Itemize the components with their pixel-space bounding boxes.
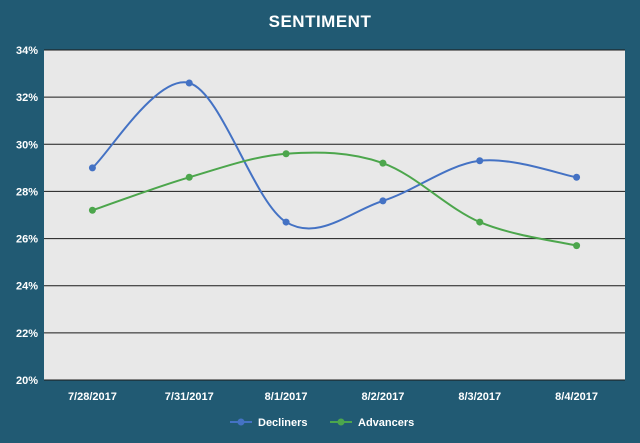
y-tick-label: 30% [16,139,38,151]
decliners-point [476,157,484,165]
legend: Decliners Advancers [230,417,414,429]
chart-title: SENTIMENT [268,12,372,31]
advancers-point [185,173,193,181]
y-tick-label: 20% [16,375,38,387]
advancers-point [573,242,581,250]
x-tick-label: 7/28/2017 [68,391,117,403]
legend-item-advancers: Advancers [330,417,414,429]
legend-label: Decliners [258,417,308,429]
y-tick-label: 34% [16,45,38,57]
legend-marker [237,418,245,426]
y-tick-label: 24% [16,281,38,293]
y-tick-label: 32% [16,92,38,104]
legend-label: Advancers [358,417,414,429]
decliners-point [282,218,290,226]
x-tick-label: 8/3/2017 [458,391,501,403]
x-tick-label: 8/1/2017 [265,391,308,403]
advancers-point [476,218,484,226]
x-tick-label: 8/2/2017 [362,391,405,403]
advancers-series [88,150,581,250]
y-tick-label: 26% [16,234,38,246]
legend-item-decliners: Decliners [230,417,308,429]
decliners-point [185,79,193,87]
grid-lines [44,49,625,381]
x-tick-label: 7/31/2017 [165,391,214,403]
legend-marker [337,418,345,426]
advancers-point [379,159,387,167]
decliners-point [88,164,96,172]
advancers-point [88,206,96,214]
x-axis-ticks: 7/28/2017 7/31/2017 8/1/2017 8/2/2017 8/3/20… [68,391,598,403]
advancers-point [282,150,290,158]
x-tick-label: 8/4/2017 [555,391,598,403]
advancers-line [92,151,577,247]
series-layer [88,79,581,250]
y-axis-ticks: 20% 22% 24% 26% 28% 30% 32% 34% [16,45,38,387]
decliners-point [573,173,581,181]
y-tick-label: 28% [16,186,38,198]
y-tick-label: 22% [16,328,38,340]
decliners-point [379,197,387,205]
decliners-series [88,79,581,230]
plot-area [44,50,625,380]
